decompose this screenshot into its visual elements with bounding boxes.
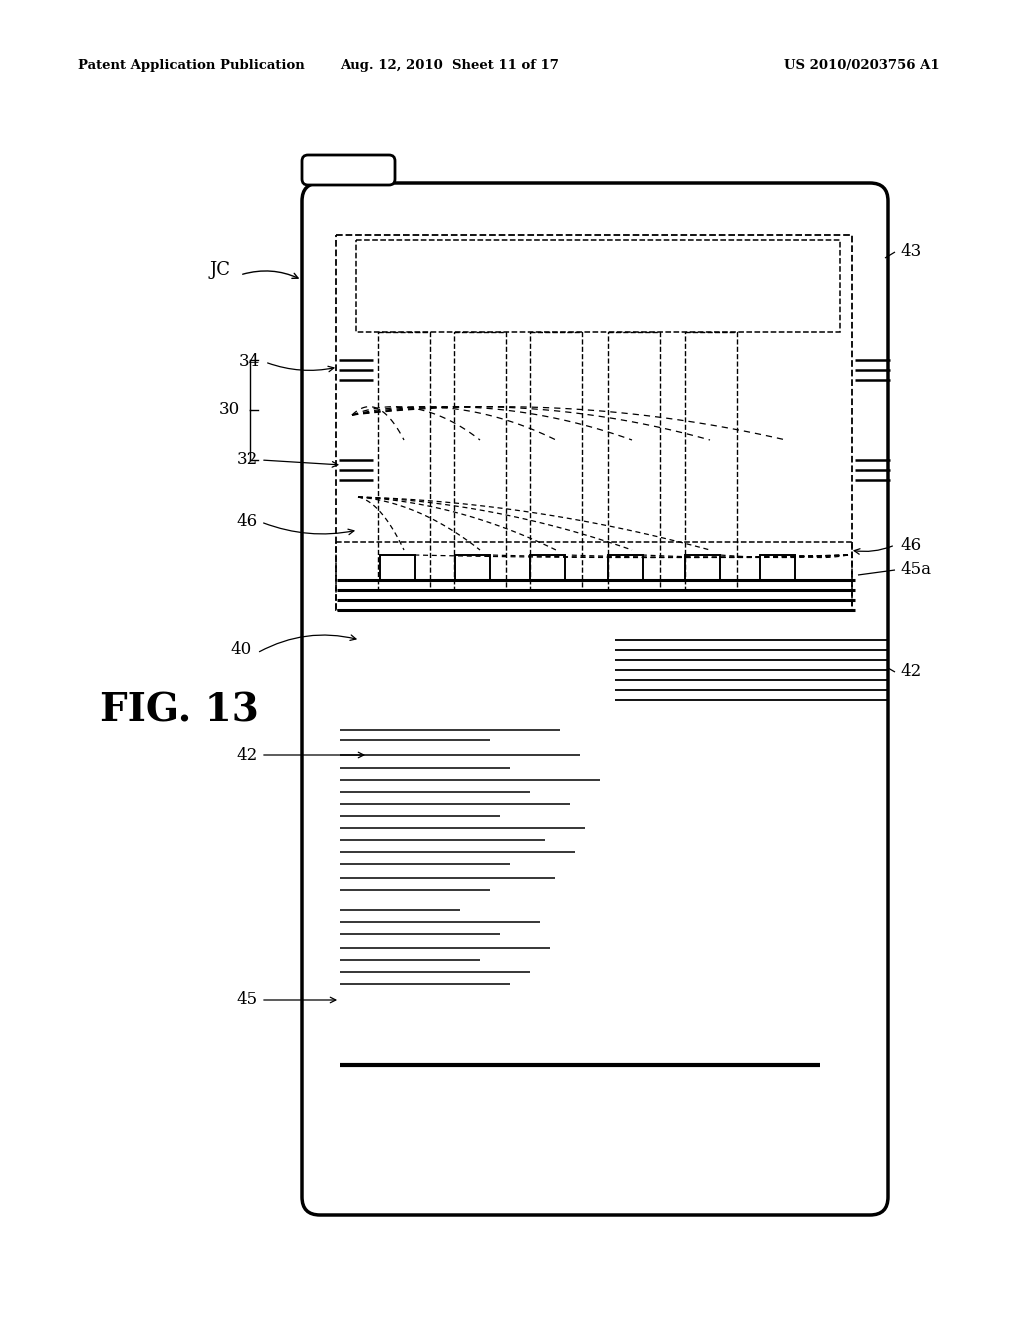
- Text: FIG. 13: FIG. 13: [100, 690, 259, 729]
- Text: JC: JC: [210, 261, 230, 279]
- Text: Patent Application Publication: Patent Application Publication: [78, 58, 305, 71]
- Text: US 2010/0203756 A1: US 2010/0203756 A1: [784, 58, 940, 71]
- Text: 42: 42: [237, 747, 258, 763]
- FancyBboxPatch shape: [302, 154, 395, 185]
- Bar: [336, 543, 852, 610]
- Text: 43: 43: [900, 243, 922, 260]
- Bar: [685, 333, 737, 590]
- Bar: [380, 554, 415, 579]
- Text: 45: 45: [237, 991, 258, 1008]
- Text: 42: 42: [900, 664, 922, 681]
- Bar: [454, 333, 506, 590]
- Text: 40: 40: [230, 642, 252, 659]
- Bar: [336, 235, 852, 610]
- Text: Aug. 12, 2010  Sheet 11 of 17: Aug. 12, 2010 Sheet 11 of 17: [341, 58, 559, 71]
- FancyBboxPatch shape: [302, 183, 888, 1214]
- Text: 32: 32: [237, 451, 258, 469]
- Bar: [530, 554, 565, 579]
- Bar: [356, 240, 840, 333]
- Bar: [378, 333, 430, 590]
- Text: 46: 46: [237, 513, 258, 531]
- Bar: [608, 333, 660, 590]
- Bar: [608, 554, 643, 579]
- Text: 34: 34: [239, 354, 260, 371]
- Bar: [455, 554, 490, 579]
- Bar: [530, 333, 582, 590]
- Bar: [760, 554, 795, 579]
- Bar: [685, 554, 720, 579]
- Text: 30: 30: [219, 401, 240, 418]
- Text: 45a: 45a: [900, 561, 931, 578]
- Text: 46: 46: [900, 536, 922, 553]
